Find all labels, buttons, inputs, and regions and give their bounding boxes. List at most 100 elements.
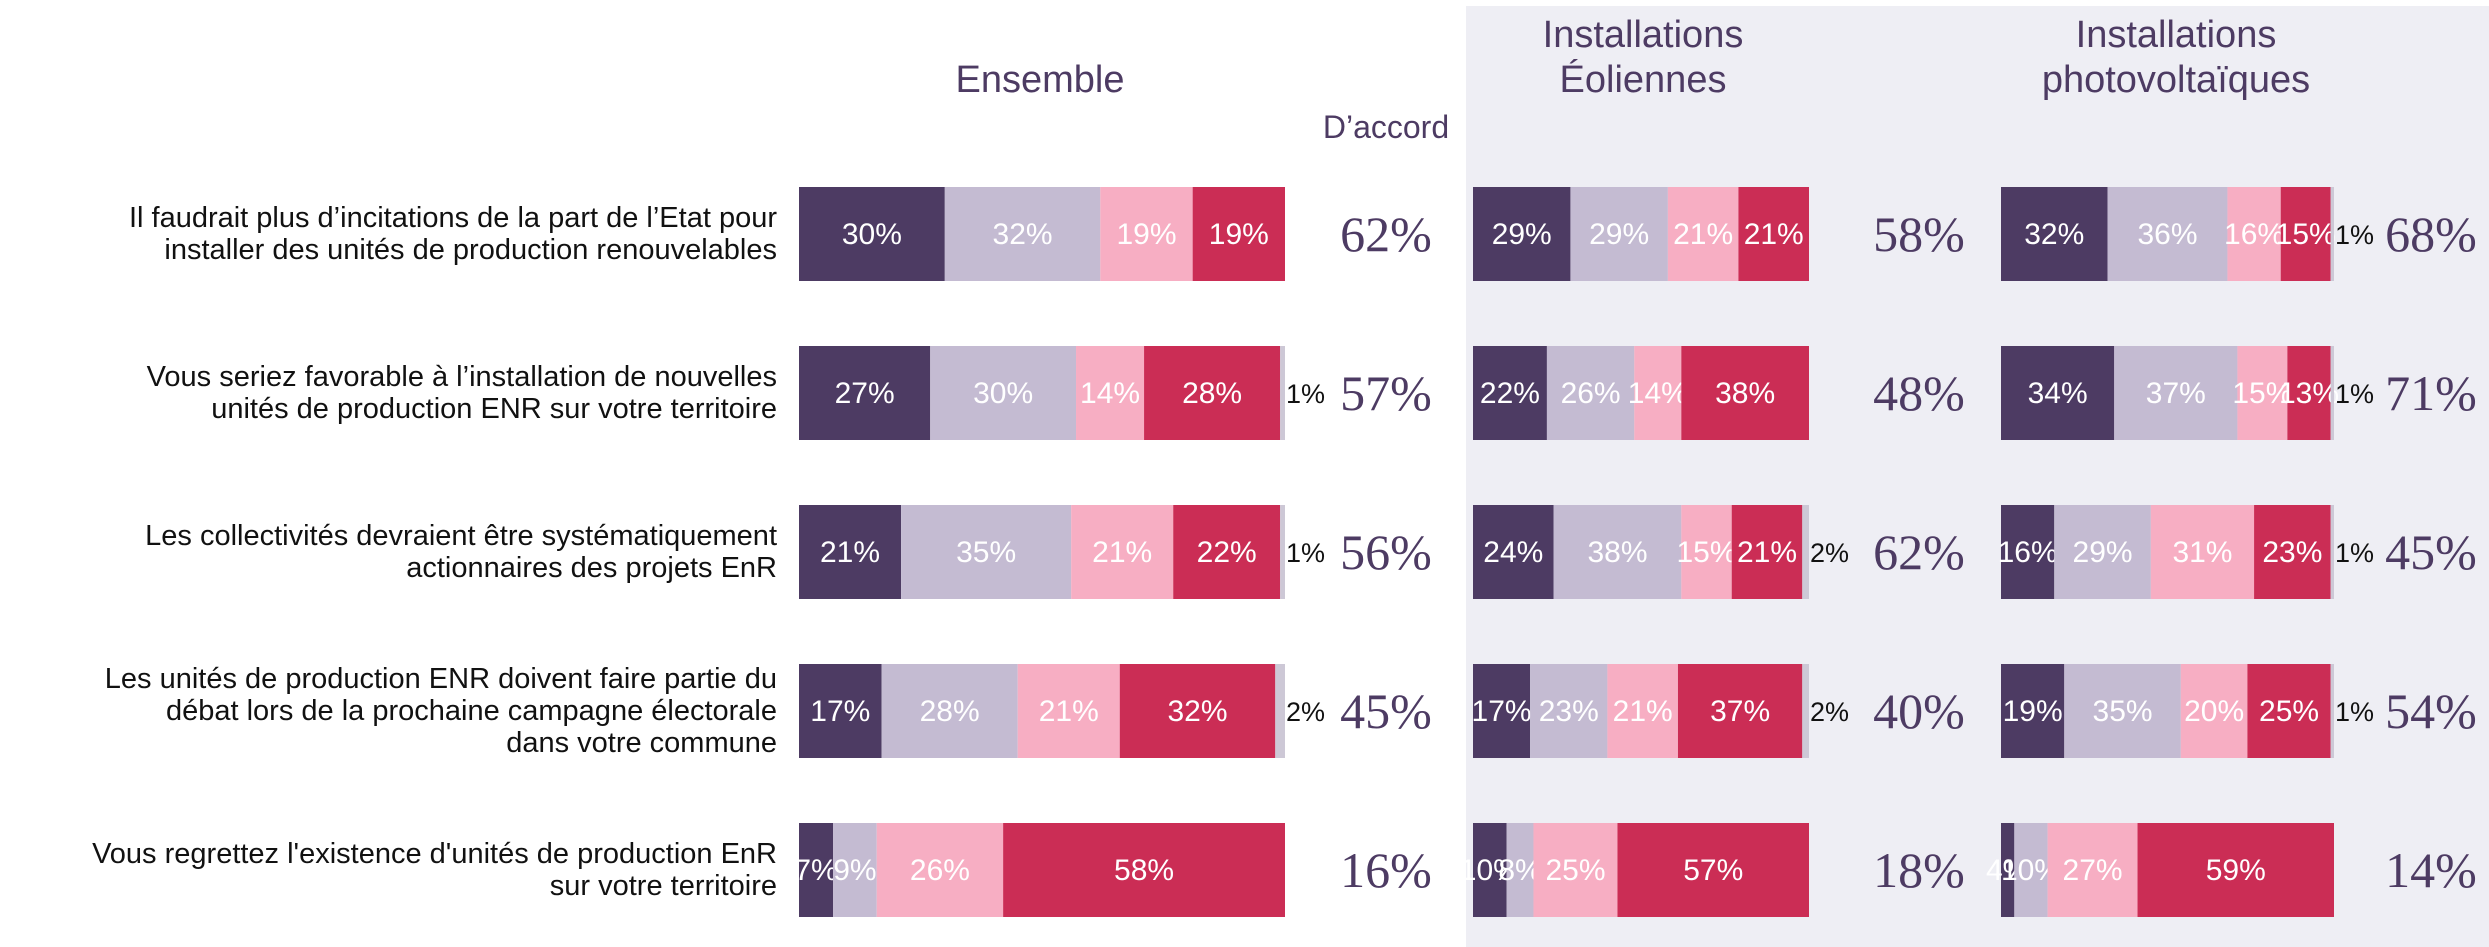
statement-label-line: débat lors de la prochaine campagne élec… [165, 695, 777, 727]
bar-segment [2287, 346, 2331, 440]
bar-segment [944, 187, 1101, 281]
statement-label-line: Les collectivités devraient être systéma… [145, 520, 777, 552]
bar-value-label: 26% [1561, 377, 1621, 410]
bar-value-label: 29% [1492, 218, 1552, 251]
bar-segment [2330, 187, 2334, 281]
statement-label-line: installer des unités de production renou… [164, 234, 777, 266]
bar-value-label: 21% [1744, 218, 1804, 251]
bar-segment [1473, 346, 1547, 440]
bar-segment [1144, 346, 1281, 440]
bar-value-label: 21% [1039, 695, 1099, 728]
bar-value-label: 17% [810, 695, 870, 728]
bar-value-label: 58% [1114, 854, 1174, 887]
bar-value-label: 15% [2232, 377, 2292, 410]
statement-label-line: Vous seriez favorable à l’installation d… [146, 361, 777, 393]
bar-value-label: 15% [2276, 218, 2336, 251]
bar-value-label: 16% [2224, 218, 2284, 251]
bar-segment [881, 664, 1018, 758]
bar-value-label: 31% [2172, 536, 2232, 569]
bar-value-label: 26% [910, 854, 970, 887]
bar-segment [833, 823, 877, 917]
bar-value-label: 25% [2259, 695, 2319, 728]
statement-label: Les collectivités devraient être systéma… [0, 520, 777, 584]
bar-segment [2001, 505, 2055, 599]
title-ensemble: Ensemble [955, 59, 1125, 101]
bar-value-label: 1% [1286, 379, 1325, 409]
bar-segment [1275, 664, 1285, 758]
agree-total-label: 71% [2385, 365, 2477, 421]
bar-value-label: 32% [1167, 695, 1227, 728]
bar-value-label: 16% [1998, 536, 2058, 569]
bar-segment [1017, 664, 1120, 758]
statement-label: Vous seriez favorable à l’installation d… [0, 361, 777, 425]
bar-value-label: 19% [2003, 695, 2063, 728]
bar-value-label: 13% [2279, 377, 2339, 410]
bar-value-label: 25% [1545, 854, 1605, 887]
bar-value-label: 32% [2024, 218, 2084, 251]
bar-value-label: 59% [2206, 854, 2266, 887]
bar-segment [1553, 505, 1682, 599]
bar-value-label: 19% [1209, 218, 1269, 251]
bar-segment [930, 346, 1077, 440]
statement-label: Il faudrait plus d’incitations de la par… [0, 202, 777, 266]
bar-segment [2330, 346, 2334, 440]
bar-value-label: 2% [1810, 697, 1849, 727]
bar-value-label: 19% [1116, 218, 1176, 251]
bar-value-label: 15% [1676, 536, 1736, 569]
bar-segment [1546, 346, 1635, 440]
bar-segment [1634, 346, 1682, 440]
bar-segment [1570, 187, 1668, 281]
bar-value-label: 21% [1737, 536, 1797, 569]
bar-segment [1681, 346, 1809, 440]
bar-value-label: 30% [973, 377, 1033, 410]
bar-value-label: 21% [1613, 695, 1673, 728]
bar-segment [1192, 187, 1285, 281]
bar-segment [799, 505, 902, 599]
statement-label-line: unités de production ENR sur votre terri… [211, 393, 777, 425]
bar-value-label: 37% [2146, 377, 2206, 410]
agree-total-label: 45% [1340, 683, 1432, 739]
bar-segment [2107, 187, 2228, 281]
bar-segment [2330, 664, 2334, 758]
bar-segment [1473, 187, 1571, 281]
bar-value-label: 35% [956, 536, 1016, 569]
bar-segment [1173, 505, 1281, 599]
bar-segment [1076, 346, 1145, 440]
bar-segment [2064, 664, 2181, 758]
bar-value-label: 1% [2335, 697, 2374, 727]
bar-value-label: 2% [1810, 538, 1849, 568]
statement-label-line: Vous regrettez l'existence d'unités de p… [92, 838, 777, 870]
bar-segment [2237, 346, 2288, 440]
bar-value-label: 32% [993, 218, 1053, 251]
bar-segment [2180, 664, 2248, 758]
bar-segment [1667, 187, 1739, 281]
bar-segment [2001, 664, 2065, 758]
bar-segment [1731, 505, 1803, 599]
bar-segment [2001, 187, 2108, 281]
bar-value-label: 23% [1539, 695, 1599, 728]
title-eoliennes: Installations Éoliennes [1542, 14, 1744, 101]
bar-segment [2047, 823, 2138, 917]
bar-segment [1677, 664, 1803, 758]
bar-segment [2054, 505, 2151, 599]
bar-segment [1617, 823, 1809, 917]
statement-label-line: dans votre commune [506, 727, 777, 759]
agree-total-label: 48% [1873, 365, 1965, 421]
bar-segment [1100, 187, 1193, 281]
panel-background [1466, 6, 2489, 947]
bar-segment [1738, 187, 1809, 281]
agree-total-label: 57% [1340, 365, 1432, 421]
bar-segment [2001, 346, 2115, 440]
bar-segment [799, 823, 834, 917]
bar-segment [2150, 505, 2255, 599]
bar-value-label: 21% [1092, 536, 1152, 569]
bar-segment [1473, 505, 1554, 599]
bar-segment [2137, 823, 2334, 917]
bar-value-label: 36% [2137, 218, 2197, 251]
bar-segment [876, 823, 1004, 917]
bar-value-label: 35% [2093, 695, 2153, 728]
agree-total-label: 18% [1873, 842, 1965, 898]
bar-segment [1506, 823, 1534, 917]
bar-value-label: 24% [1483, 536, 1543, 569]
agree-total-label: 45% [2385, 524, 2477, 580]
